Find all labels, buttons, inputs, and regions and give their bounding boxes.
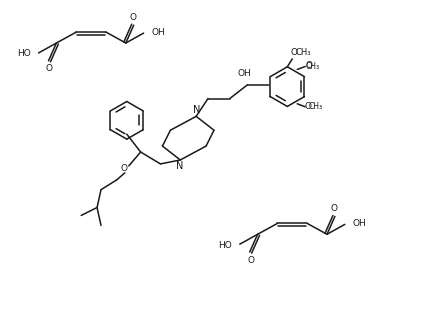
Text: O: O [290,48,297,57]
Text: O: O [120,164,127,173]
Text: OH: OH [352,219,366,228]
Text: N: N [175,161,183,171]
Text: O: O [46,64,53,73]
Text: O: O [129,13,136,22]
Text: O: O [305,61,312,70]
Text: OH: OH [151,28,165,37]
Text: N: N [193,105,200,115]
Text: O: O [304,102,311,111]
Text: O: O [330,204,337,213]
Text: CH₃: CH₃ [295,48,310,57]
Text: HO: HO [17,49,31,58]
Text: CH₃: CH₃ [308,102,322,111]
Text: OH: OH [237,69,251,78]
Text: CH₃: CH₃ [305,62,320,71]
Text: O: O [247,255,253,264]
Text: HO: HO [218,241,231,250]
